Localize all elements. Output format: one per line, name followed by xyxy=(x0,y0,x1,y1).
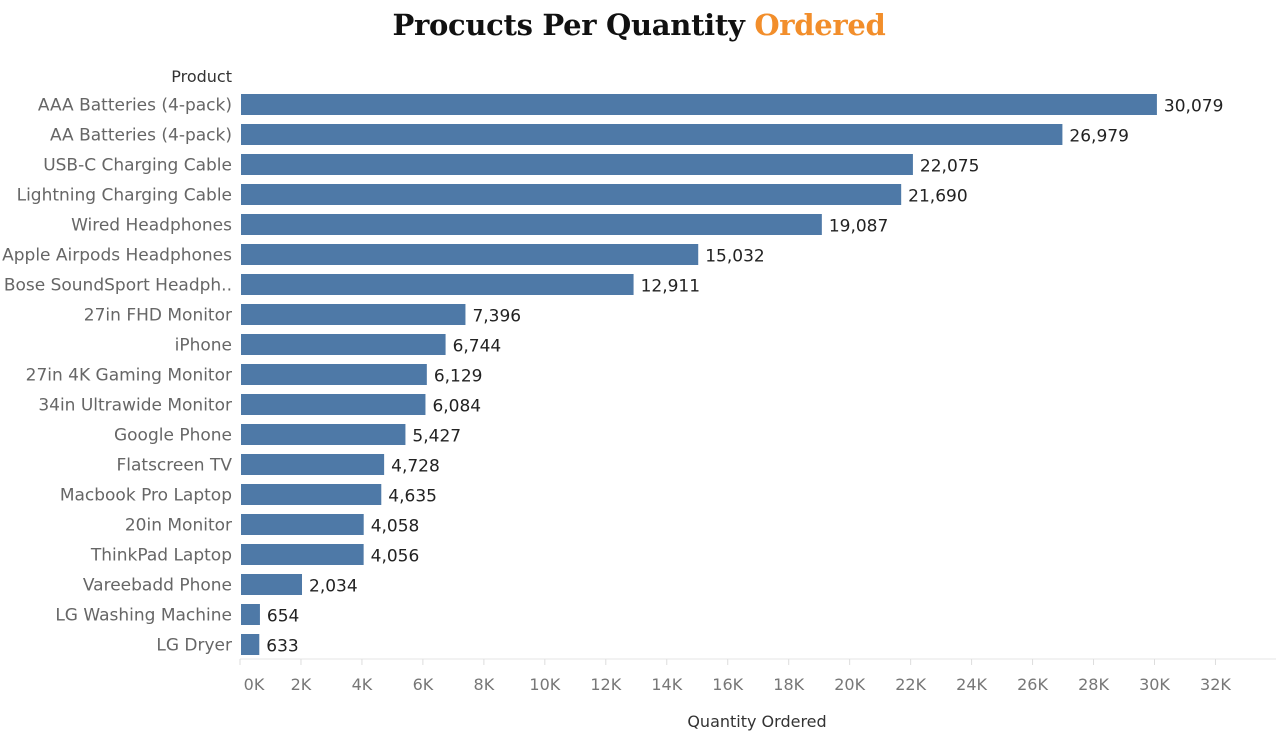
category-label: LG Washing Machine xyxy=(55,606,232,626)
category-label: LG Dryer xyxy=(156,636,232,656)
value-label: 30,079 xyxy=(1164,97,1223,117)
value-label: 654 xyxy=(267,607,299,627)
bar[interactable] xyxy=(241,454,385,475)
category-label: AAA Batteries (4-pack) xyxy=(38,96,232,116)
value-label: 26,979 xyxy=(1069,127,1128,147)
bar[interactable] xyxy=(241,484,382,505)
x-tick-label: 20K xyxy=(834,675,865,694)
category-label: Google Phone xyxy=(114,426,232,446)
value-label: 633 xyxy=(266,637,298,657)
value-label: 2,034 xyxy=(309,577,358,597)
value-label: 6,084 xyxy=(432,397,481,417)
bar[interactable] xyxy=(241,334,446,355)
bar[interactable] xyxy=(241,94,1157,115)
x-tick-label: 18K xyxy=(773,675,804,694)
bar[interactable] xyxy=(241,124,1063,145)
x-tick-label: 16K xyxy=(712,675,743,694)
x-tick-label: 28K xyxy=(1078,675,1109,694)
value-label: 6,744 xyxy=(453,337,502,357)
bar[interactable] xyxy=(241,184,902,205)
y-axis-title: Product xyxy=(171,67,232,86)
x-tick-label: 4K xyxy=(352,675,373,694)
category-label: 27in 4K Gaming Monitor xyxy=(26,366,232,386)
x-tick-label: 24K xyxy=(956,675,987,694)
bar[interactable] xyxy=(241,244,699,265)
category-label: ThinkPad Laptop xyxy=(90,546,232,566)
bar[interactable] xyxy=(241,634,260,655)
bar[interactable] xyxy=(241,544,364,565)
bar[interactable] xyxy=(241,574,303,595)
category-label: Wired Headphones xyxy=(71,216,232,236)
value-label: 21,690 xyxy=(908,187,967,207)
bar[interactable] xyxy=(241,514,364,535)
category-label: Bose SoundSport Headph.. xyxy=(4,276,232,296)
category-label: AA Batteries (4-pack) xyxy=(50,126,232,146)
x-tick-label: 0K xyxy=(244,675,265,694)
category-label: 20in Monitor xyxy=(125,516,232,536)
x-tick-label: 26K xyxy=(1017,675,1048,694)
x-tick-label: 6K xyxy=(413,675,434,694)
chart-title: Procucts Per Quantity Ordered xyxy=(0,8,1278,42)
category-label: iPhone xyxy=(175,336,232,356)
value-label: 6,129 xyxy=(434,367,483,387)
value-label: 4,056 xyxy=(371,547,420,567)
value-label: 4,058 xyxy=(371,517,420,537)
category-label: Vareebadd Phone xyxy=(83,576,232,596)
value-label: 19,087 xyxy=(829,217,888,237)
category-label: USB-C Charging Cable xyxy=(43,156,232,176)
value-label: 4,728 xyxy=(391,457,440,477)
x-tick-label: 14K xyxy=(651,675,682,694)
x-axis-title: Quantity Ordered xyxy=(687,712,826,731)
bar[interactable] xyxy=(241,394,426,415)
x-tick-label: 30K xyxy=(1139,675,1170,694)
category-label: 34in Ultrawide Monitor xyxy=(38,396,232,416)
bar[interactable] xyxy=(241,274,634,295)
bars-layer: AAA Batteries (4-pack) 30,079 AA Batteries… xyxy=(2,94,1223,657)
value-label: 5,427 xyxy=(412,427,461,447)
value-label: 7,396 xyxy=(472,307,521,327)
chart-title-main: Procucts Per Quantity xyxy=(392,8,745,42)
bar[interactable] xyxy=(241,424,406,445)
value-label: 15,032 xyxy=(705,247,764,267)
x-tick-label: 2K xyxy=(291,675,312,694)
value-label: 22,075 xyxy=(920,157,979,177)
category-label: Flatscreen TV xyxy=(116,456,232,476)
x-tick-label: 12K xyxy=(590,675,621,694)
bar[interactable] xyxy=(241,154,913,175)
bar[interactable] xyxy=(241,604,260,625)
bar[interactable] xyxy=(241,304,466,325)
chart-title-accent: Ordered xyxy=(754,8,886,42)
category-label: Apple Airpods Headphones xyxy=(2,246,232,266)
value-label: 12,911 xyxy=(641,277,700,297)
x-tick-label: 32K xyxy=(1200,675,1231,694)
category-label: 27in FHD Monitor xyxy=(84,306,232,326)
x-tick-label: 8K xyxy=(474,675,495,694)
category-label: Macbook Pro Laptop xyxy=(60,486,232,506)
bar[interactable] xyxy=(241,214,822,235)
value-label: 4,635 xyxy=(388,487,437,507)
x-tick-label: 22K xyxy=(895,675,926,694)
bar[interactable] xyxy=(241,364,427,385)
category-label: Lightning Charging Cable xyxy=(17,186,232,206)
x-tick-label: 10K xyxy=(529,675,560,694)
x-axis-ticks: 0K 2K 4K 6K 8K 10K 12K 14K 16K 18K 20K 22K 24K 26K 28K… xyxy=(239,659,1231,694)
